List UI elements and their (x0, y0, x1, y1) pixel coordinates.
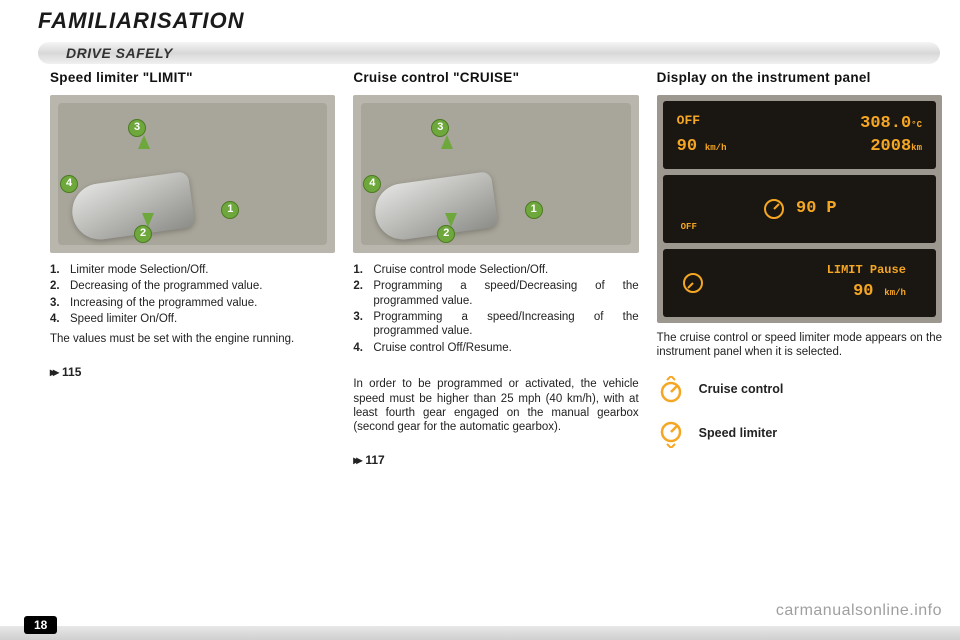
page-ref-117: ▸▸ 117 (353, 453, 638, 468)
col-speed-limiter: Speed limiter "LIMIT" 3 4 1 2 1.Limiter … (50, 70, 335, 468)
display-3: LIMIT Pause 90 km/h (663, 249, 936, 317)
item-text: Programming a speed/Decreasing of the pr… (373, 279, 638, 308)
d2-gear: P (826, 198, 836, 219)
marker-4: 4 (60, 175, 78, 193)
chevron-right-icon: ▸▸ (353, 453, 359, 467)
watermark: carmanualsonline.info (776, 602, 942, 620)
list-item: 2.Decreasing of the programmed value. (50, 279, 335, 293)
col2-list: 1.Cruise control mode Selection/Off. 2.P… (353, 263, 638, 355)
gauge-up-icon (657, 376, 685, 404)
legend-limiter-label: Speed limiter (699, 426, 778, 442)
gauge-down-icon (657, 420, 685, 448)
item-text: Decreasing of the programmed value. (70, 279, 262, 293)
d2-off: OFF (681, 222, 697, 233)
marker-2: 2 (134, 225, 152, 243)
arrow-up-icon (441, 135, 453, 149)
d1-odo: 2008 (870, 137, 911, 156)
list-item: 3.Programming a speed/Increasing of the … (353, 310, 638, 339)
col-cruise-control: Cruise control "CRUISE" 3 4 1 2 1.Cruise… (353, 70, 638, 468)
col1-list: 1.Limiter mode Selection/Off. 2.Decreasi… (50, 263, 335, 327)
d2-speed: 90 (796, 198, 816, 219)
item-text: Limiter mode Selection/Off. (70, 263, 209, 277)
list-item: 2.Programming a speed/Decreasing of the … (353, 279, 638, 308)
chevron-right-icon: ▸▸ (50, 365, 56, 379)
item-text: Cruise control Off/Resume. (373, 341, 511, 355)
item-num: 4. (50, 312, 70, 326)
list-item: 3.Increasing of the programmed value. (50, 296, 335, 310)
legend-cruise-label: Cruise control (699, 382, 784, 398)
d3-unit: km/h (884, 288, 906, 298)
col3-note: The cruise control or speed limiter mode… (657, 331, 942, 360)
legend-cruise: Cruise control (657, 376, 942, 404)
display-1: OFF 308.0°C 90 km/h 2008km (663, 101, 936, 169)
gauge-icon (762, 197, 786, 221)
stalk-photo-limit: 3 4 1 2 (50, 95, 335, 253)
d3-label: LIMIT Pause (827, 263, 906, 278)
col-instrument-panel: Display on the instrument panel OFF 308.… (657, 70, 942, 468)
list-item: 1.Cruise control mode Selection/Off. (353, 263, 638, 277)
item-num: 1. (50, 263, 70, 277)
page-number: 18 (24, 616, 57, 634)
list-item: 4.Cruise control Off/Resume. (353, 341, 638, 355)
ref-number: 117 (365, 453, 384, 467)
item-text: Increasing of the programmed value. (70, 296, 257, 310)
col1-title: Speed limiter "LIMIT" (50, 70, 335, 87)
col2-note: In order to be programmed or activated, … (353, 377, 638, 435)
gauge-icon (681, 271, 705, 295)
col3-title: Display on the instrument panel (657, 70, 942, 87)
item-num: 4. (353, 341, 373, 355)
col1-note: The values must be set with the engine r… (50, 332, 335, 346)
section-bar-label: DRIVE SAFELY (66, 45, 173, 61)
content-grid: Speed limiter "LIMIT" 3 4 1 2 1.Limiter … (0, 64, 960, 468)
d1-odo-unit: km (911, 143, 922, 153)
list-item: 4.Speed limiter On/Off. (50, 312, 335, 326)
d1-temp-unit: °C (911, 120, 922, 130)
item-num: 1. (353, 263, 373, 277)
d1-speed: 90 (677, 137, 697, 156)
arrow-up-icon (138, 135, 150, 149)
d1-speed-unit: km/h (705, 143, 727, 153)
display-2: 90 P OFF (663, 175, 936, 243)
col2-title: Cruise control "CRUISE" (353, 70, 638, 87)
d3-speed: 90 (853, 282, 873, 301)
footer-edge (0, 626, 960, 640)
instrument-panel-stack: OFF 308.0°C 90 km/h 2008km 90 P OFF LIM (657, 95, 942, 323)
item-text: Programming a speed/Increasing of the pr… (373, 310, 638, 339)
page-title: FAMILIARISATION (0, 0, 960, 38)
item-text: Cruise control mode Selection/Off. (373, 263, 548, 277)
marker-1: 1 (525, 201, 543, 219)
d1-off: OFF (677, 113, 700, 134)
list-item: 1.Limiter mode Selection/Off. (50, 263, 335, 277)
ref-number: 115 (62, 365, 81, 379)
legend-limiter: Speed limiter (657, 420, 942, 448)
section-bar: DRIVE SAFELY (38, 42, 940, 64)
item-text: Speed limiter On/Off. (70, 312, 177, 326)
item-num: 3. (353, 310, 373, 339)
item-num: 2. (353, 279, 373, 308)
stalk-photo-cruise: 3 4 1 2 (353, 95, 638, 253)
item-num: 3. (50, 296, 70, 310)
item-num: 2. (50, 279, 70, 293)
marker-3: 3 (128, 119, 146, 137)
d1-temp: 308.0 (860, 114, 911, 133)
page-ref-115: ▸▸ 115 (50, 365, 335, 380)
